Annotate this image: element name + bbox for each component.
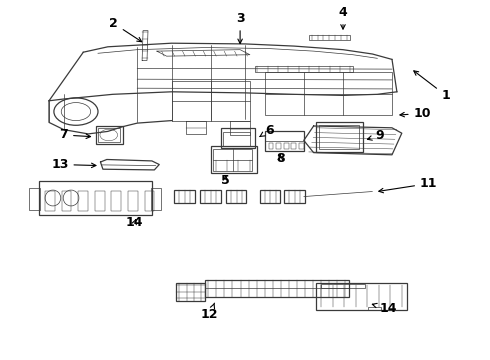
- Text: 4: 4: [339, 6, 347, 29]
- Text: 5: 5: [221, 174, 230, 186]
- Bar: [151, 188, 161, 210]
- Bar: [98, 128, 120, 142]
- Text: 14: 14: [372, 302, 397, 315]
- Bar: [172, 81, 250, 121]
- Bar: [200, 190, 220, 203]
- Bar: [284, 143, 289, 149]
- Bar: [255, 66, 353, 72]
- Bar: [205, 280, 349, 297]
- Text: 13: 13: [51, 158, 96, 171]
- Bar: [316, 283, 407, 310]
- Bar: [95, 191, 105, 211]
- Text: 11: 11: [379, 177, 438, 193]
- Bar: [291, 143, 296, 149]
- Text: 3: 3: [236, 12, 245, 44]
- Bar: [299, 143, 304, 149]
- Bar: [316, 122, 363, 152]
- Bar: [213, 149, 252, 171]
- Bar: [45, 191, 55, 211]
- Bar: [145, 191, 154, 211]
- Bar: [128, 191, 138, 211]
- Bar: [62, 191, 72, 211]
- Bar: [78, 191, 88, 211]
- Text: 6: 6: [260, 124, 274, 137]
- Text: 2: 2: [109, 17, 142, 42]
- Text: 7: 7: [59, 129, 91, 141]
- Bar: [220, 128, 255, 148]
- Bar: [96, 126, 122, 144]
- Bar: [265, 131, 304, 151]
- Bar: [265, 72, 392, 115]
- Bar: [260, 190, 280, 203]
- Bar: [309, 35, 350, 40]
- Text: 12: 12: [201, 303, 219, 321]
- Bar: [321, 284, 365, 288]
- Bar: [29, 188, 40, 210]
- Bar: [174, 190, 195, 203]
- Text: 14: 14: [126, 216, 144, 229]
- Text: 8: 8: [276, 152, 285, 165]
- Text: 10: 10: [400, 107, 431, 120]
- Bar: [226, 190, 246, 203]
- Bar: [39, 181, 152, 215]
- Bar: [368, 307, 381, 310]
- Bar: [284, 190, 305, 203]
- Text: 1: 1: [414, 71, 450, 102]
- Bar: [223, 132, 250, 146]
- Bar: [111, 191, 121, 211]
- Bar: [269, 143, 273, 149]
- Bar: [211, 146, 257, 173]
- Bar: [276, 143, 281, 149]
- Bar: [176, 283, 205, 301]
- Bar: [319, 125, 359, 149]
- Text: 9: 9: [368, 129, 384, 142]
